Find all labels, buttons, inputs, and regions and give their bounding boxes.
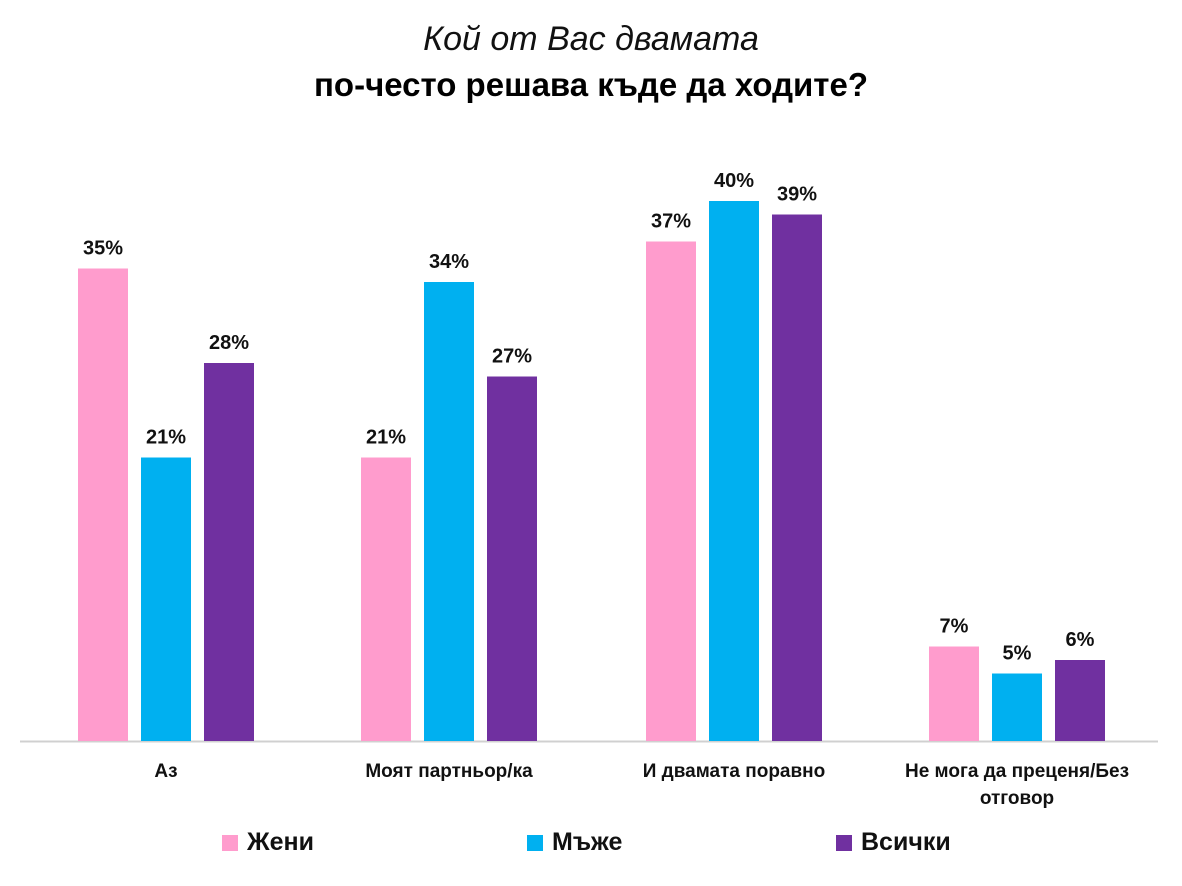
legend-item-all: Всички <box>836 828 951 857</box>
chart-title-line2: по-често решава къде да ходите? <box>314 66 868 103</box>
legend-item-women: Жени <box>222 828 314 857</box>
bar-women-1 <box>78 268 128 741</box>
bar-women-4 <box>929 646 979 741</box>
data-label-all-3: 39% <box>777 184 817 206</box>
data-label-all-2: 27% <box>492 346 532 368</box>
data-label-women-3: 37% <box>651 211 691 233</box>
bar-all-4 <box>1055 660 1105 741</box>
legend-label-all: Всички <box>861 828 951 856</box>
bar-all-3 <box>772 214 822 741</box>
legend: Жени Мъже Всички <box>0 828 1182 862</box>
category-label-1: Аз <box>154 761 178 782</box>
data-label-women-4: 7% <box>940 616 969 638</box>
bar-women-2 <box>361 457 411 741</box>
bar-men-4 <box>992 673 1042 741</box>
data-label-men-3: 40% <box>714 170 754 192</box>
legend-label-women: Жени <box>247 828 314 856</box>
legend-swatch-men <box>527 834 543 851</box>
category-label-2: Моят партньор/ка <box>365 761 533 782</box>
data-label-all-4: 6% <box>1066 629 1095 651</box>
bar-men-1 <box>141 457 191 741</box>
data-label-women-1: 35% <box>83 238 123 260</box>
data-label-all-1: 28% <box>209 332 249 354</box>
bar-women-3 <box>646 241 696 741</box>
bar-men-2 <box>424 282 474 741</box>
legend-swatch-all <box>836 834 852 851</box>
bar-all-1 <box>204 363 254 741</box>
data-label-men-2: 34% <box>429 251 469 273</box>
legend-item-men: Мъже <box>527 828 622 857</box>
bar-men-3 <box>709 201 759 741</box>
category-label-4: Не мога да преценя/Без отговор <box>904 761 1130 809</box>
category-label-3: И двамата поравно <box>642 761 826 782</box>
data-label-men-4: 5% <box>1003 643 1032 665</box>
bar-all-2 <box>487 376 537 741</box>
chart-title-line1: Кой от Вас двамата <box>423 20 759 58</box>
data-label-women-2: 21% <box>366 427 406 449</box>
legend-label-men: Мъже <box>552 828 623 856</box>
legend-swatch-women <box>222 834 238 851</box>
data-label-men-1: 21% <box>146 427 186 449</box>
